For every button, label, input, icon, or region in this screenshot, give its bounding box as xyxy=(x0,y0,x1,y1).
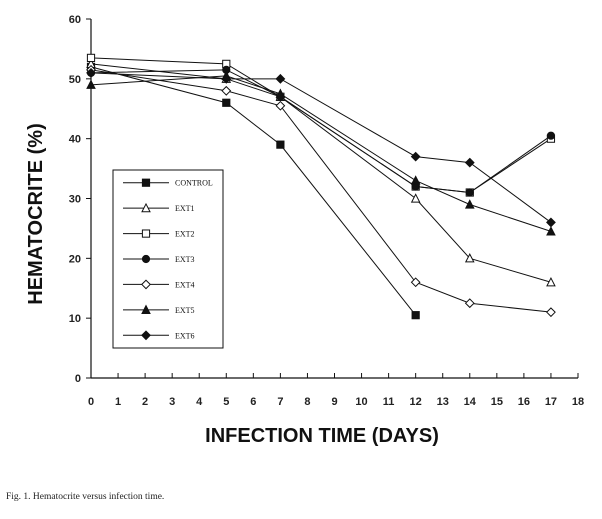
data-point xyxy=(410,175,421,185)
legend-marker xyxy=(141,304,151,314)
legend-label: EXT6 xyxy=(175,331,195,340)
data-point xyxy=(86,67,96,78)
legend-marker xyxy=(141,202,151,213)
x-tick-label: 4 xyxy=(196,396,203,408)
data-point xyxy=(465,188,474,197)
series-line xyxy=(90,63,552,283)
figure-caption: Fig. 1. Hematocrite versus infection tim… xyxy=(6,492,165,502)
y-axis-title: HEMATOCRITE (%) xyxy=(25,123,47,304)
y-tick-label: 50 xyxy=(69,74,81,86)
legend-label: EXT1 xyxy=(175,204,195,213)
x-tick-label: 9 xyxy=(331,396,337,408)
legend-label: EXT2 xyxy=(175,230,195,239)
data-point xyxy=(464,199,475,209)
legend-label: EXT3 xyxy=(175,255,195,264)
x-tick-label: 2 xyxy=(142,396,148,408)
data-point xyxy=(546,276,556,287)
y-tick-label: 40 xyxy=(69,134,81,146)
legend-marker xyxy=(141,229,151,238)
data-point xyxy=(410,151,421,162)
data-point xyxy=(86,79,96,89)
x-tick-label: 5 xyxy=(223,396,229,408)
series-line xyxy=(90,69,552,194)
legend-marker xyxy=(141,254,151,264)
legend-label: CONTROL xyxy=(175,179,213,188)
x-tick-label: 6 xyxy=(250,396,256,408)
x-tick-label: 0 xyxy=(88,396,94,408)
series-ext4 xyxy=(86,64,556,318)
y-tick-label: 20 xyxy=(69,253,81,265)
y-tick-label: 10 xyxy=(69,313,81,325)
data-point xyxy=(546,217,556,228)
x-tick-label: 3 xyxy=(169,396,175,408)
legend-marker xyxy=(141,330,151,341)
data-point xyxy=(546,131,556,140)
x-axis-title: INFECTION TIME (DAYS) xyxy=(205,425,439,447)
legend-marker xyxy=(141,279,151,290)
x-tick-label: 14 xyxy=(464,396,477,408)
data-point xyxy=(221,85,232,96)
data-point xyxy=(222,98,231,107)
data-point xyxy=(464,298,475,309)
data-point xyxy=(410,277,421,288)
x-tick-label: 18 xyxy=(572,396,584,408)
y-tick-label: 60 xyxy=(69,14,81,26)
data-point xyxy=(546,307,556,318)
series-layer xyxy=(86,53,556,320)
data-point xyxy=(221,73,232,84)
x-tick-label: 7 xyxy=(277,396,283,408)
legend-entry: EXT5 xyxy=(123,304,195,315)
legend-entry: EXT2 xyxy=(123,229,195,239)
series-line xyxy=(90,72,552,223)
x-tick-label: 12 xyxy=(410,396,422,408)
data-point xyxy=(86,53,96,62)
x-tick-label: 17 xyxy=(545,396,557,408)
legend: CONTROL EXT1 EXT2 EXT3 EXT4 EXT5 EXT6 xyxy=(112,169,224,349)
data-point xyxy=(276,140,285,149)
series-line xyxy=(90,69,551,313)
series-ext6 xyxy=(86,67,556,228)
data-point xyxy=(410,193,421,203)
data-point xyxy=(275,100,286,111)
data-point xyxy=(411,311,420,320)
legend-marker xyxy=(141,178,151,187)
data-point xyxy=(275,88,286,98)
x-tick-label: 11 xyxy=(383,396,395,408)
x-tick-label: 13 xyxy=(437,396,449,408)
x-tick-label: 15 xyxy=(491,396,503,408)
legend-label: EXT4 xyxy=(175,280,195,289)
legend-entry: EXT6 xyxy=(123,330,195,341)
x-tick-label: 1 xyxy=(115,396,121,408)
y-tick-label: 30 xyxy=(69,194,81,206)
data-point xyxy=(275,73,286,84)
x-tick-label: 16 xyxy=(518,396,530,408)
data-point xyxy=(464,253,475,263)
legend-entry: EXT3 xyxy=(123,254,195,264)
legend-entry: EXT4 xyxy=(123,279,195,290)
x-tick-label: 10 xyxy=(355,396,367,408)
legend-label: EXT5 xyxy=(175,306,195,315)
data-point xyxy=(464,157,475,168)
data-point xyxy=(546,226,556,236)
x-tick-label: 8 xyxy=(304,396,310,408)
legend-entry: CONTROL xyxy=(123,178,213,188)
legend-entry: EXT1 xyxy=(123,202,195,213)
series-line xyxy=(90,66,417,316)
y-tick-label: 0 xyxy=(75,373,81,385)
